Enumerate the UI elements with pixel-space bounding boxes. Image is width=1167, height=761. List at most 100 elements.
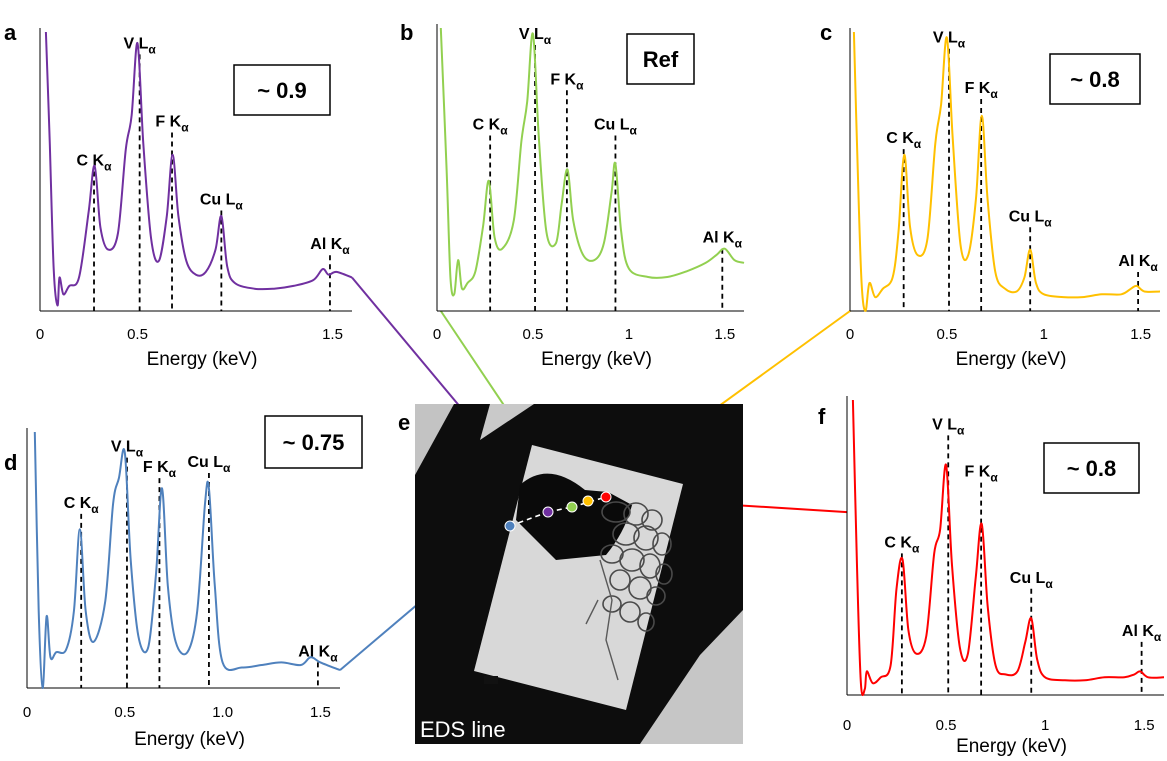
peak-label: F Kα — [155, 113, 189, 134]
peak-label: C Kα — [884, 534, 920, 555]
web-cell — [609, 569, 631, 591]
web-cell — [619, 548, 645, 572]
x-tick-label: 1 — [1041, 717, 1049, 734]
panel-a-spectrum: C Kα V Lα F Kα Cu Lα Al Kα 0 0.5 1.5 Energy (keV… — [4, 20, 353, 370]
peak-label: Cu Lα — [1010, 570, 1054, 591]
web-cell — [652, 532, 672, 556]
x-axis-label: Energy (keV) — [147, 349, 258, 370]
debris-spot — [484, 676, 498, 684]
peak-label: C Kα — [886, 130, 922, 151]
x-tick-label: 0 — [23, 704, 31, 721]
panel-label: d — [4, 450, 17, 475]
grid-bar-top — [480, 404, 534, 440]
web-cell — [637, 612, 655, 632]
peak-label: C Kα — [77, 153, 113, 174]
eds-line-label: EDS line — [420, 717, 506, 742]
ratio-text: Ref — [643, 47, 679, 72]
membrane-web — [484, 501, 673, 684]
x-tick-label: 0.5 — [114, 704, 135, 721]
panel-e-micrograph: EDS line e — [398, 404, 743, 744]
spectrum-line — [851, 399, 1165, 696]
ratio-text: ~ 0.75 — [283, 430, 345, 455]
peak-label: C Kα — [473, 117, 509, 138]
web-cell — [641, 509, 663, 531]
ratio-text: ~ 0.9 — [257, 78, 307, 103]
eds-point-d — [504, 520, 516, 532]
peak-label: V Lα — [124, 35, 157, 56]
panel-label: a — [4, 20, 17, 45]
web-cell — [633, 525, 659, 551]
peak-label: C Kα — [64, 495, 100, 516]
web-cell — [601, 501, 631, 523]
panel-f-spectrum: C Kα V Lα F Kα Cu Lα Al Kα 0 0.5 1 1.5 Energy (ke… — [818, 396, 1165, 757]
web-cell — [646, 586, 666, 606]
peak-label: Al Kα — [298, 643, 338, 664]
panel-label: b — [400, 20, 413, 45]
x-tick-label: 1 — [1040, 326, 1048, 343]
panel-label: f — [818, 404, 826, 429]
ratio-box — [264, 415, 363, 469]
peak-label: Cu Lα — [200, 192, 244, 213]
peak-label: V Lα — [933, 30, 966, 51]
peak-label: V Lα — [111, 439, 144, 460]
peak-label: Cu Lα — [1009, 208, 1053, 229]
x-tick-label: 0.5 — [523, 326, 544, 343]
web-crack — [585, 559, 619, 681]
x-axis-label: Energy (keV) — [956, 349, 1067, 370]
web-cell — [602, 595, 622, 613]
eds-point-a — [542, 506, 554, 518]
grid-bar-left — [415, 404, 454, 475]
eds-line-segment-1 — [509, 511, 549, 527]
peak-label: Al Kα — [703, 230, 743, 251]
panel-c-spectrum: C Kα V Lα F Kα Cu Lα Al Kα 0 0.5 1 1.5 Energy (ke… — [820, 20, 1161, 370]
web-cell — [612, 522, 640, 546]
spectrum-line — [439, 27, 745, 297]
x-tick-label: 1 — [625, 326, 633, 343]
web-cell — [623, 502, 649, 526]
x-axis-label: Energy (keV) — [541, 349, 652, 370]
peak-label: V Lα — [519, 26, 552, 47]
eds-point-c — [582, 495, 594, 507]
ratio-box — [233, 64, 331, 116]
peak-label: Al Kα — [1122, 623, 1162, 644]
ratio-box — [626, 33, 695, 85]
eds-point-f — [600, 491, 612, 503]
spectrum-line — [44, 31, 353, 307]
grid-bar-bottom-right — [640, 610, 743, 744]
x-tick-label: 1.5 — [322, 326, 343, 343]
peak-label: F Kα — [965, 80, 999, 101]
x-tick-label: 0 — [433, 326, 441, 343]
x-tick-label: 1.0 — [212, 704, 233, 721]
web-cell — [600, 544, 624, 564]
x-axis-label: Energy (keV) — [134, 729, 245, 750]
spectrum-line — [852, 31, 1161, 312]
peak-label: Al Kα — [310, 236, 350, 257]
spectrum-line — [33, 431, 341, 690]
eds-line-segment-3 — [571, 496, 607, 508]
panel-label: c — [820, 20, 832, 45]
x-tick-label: 0.5 — [127, 326, 148, 343]
x-tick-label: 1.5 — [310, 704, 331, 721]
x-tick-label: 1.5 — [714, 326, 735, 343]
peak-label: V Lα — [932, 416, 965, 437]
peak-label: F Kα — [550, 71, 584, 92]
x-tick-label: 0.5 — [936, 717, 957, 734]
x-axis-label: Energy (keV) — [956, 736, 1067, 757]
peak-label: Al Kα — [1118, 253, 1158, 274]
eds-point-b — [566, 501, 578, 513]
panel-d-spectrum: C Kα V LαF Kα Cu Lα Al Kα 0 0.5 1.0 1.5 Energy (… — [4, 415, 363, 750]
peak-label: Cu Lα — [594, 117, 638, 138]
ratio-box — [1043, 442, 1140, 494]
x-tick-label: 1.5 — [1134, 717, 1155, 734]
x-tick-label: 0 — [843, 717, 851, 734]
eds-line-markers — [504, 491, 612, 532]
panel-b-spectrum: C Kα V Lα F Kα Cu Lα Al Kα 0 0.5 1 1.5 Energy (ke… — [400, 20, 745, 370]
peak-label: F Kα — [965, 464, 999, 485]
web-cell — [655, 563, 673, 585]
ratio-box — [1049, 53, 1141, 105]
spectra-panels: C Kα V Lα F Kα Cu Lα Al Kα 0 0.5 1.5 Energy (keV… — [4, 20, 1165, 757]
ratio-text: ~ 0.8 — [1067, 456, 1117, 481]
x-tick-label: 0 — [846, 326, 854, 343]
x-tick-label: 0.5 — [936, 326, 957, 343]
